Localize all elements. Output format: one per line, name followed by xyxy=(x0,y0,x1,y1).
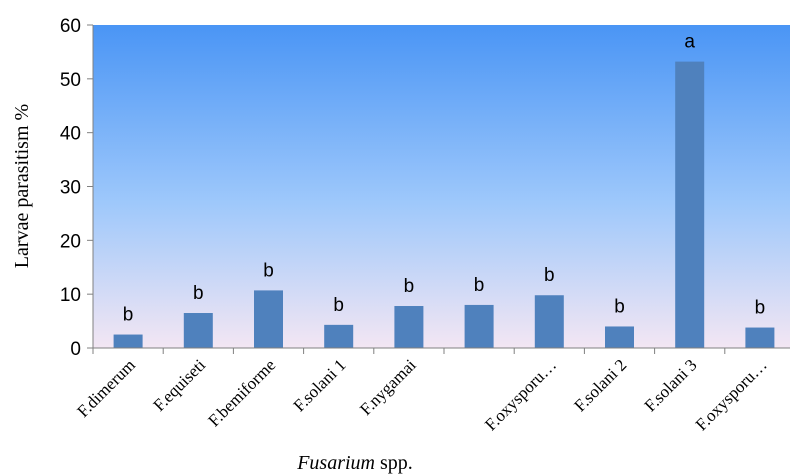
significance-labels: b b b b b b b b a b xyxy=(123,32,765,326)
x-tick-label-8: F.solani 3 xyxy=(641,355,701,415)
bar-3 xyxy=(324,324,354,348)
x-tick-label-0: F.dimerum xyxy=(73,355,139,421)
bar-5 xyxy=(464,304,494,348)
y-tick-label-1: 10 xyxy=(60,285,81,306)
significance-letter-2: b xyxy=(263,260,274,281)
significance-letter-7: b xyxy=(614,296,625,317)
bar-6 xyxy=(534,295,564,348)
y-axis-title: Larvae parasitism % xyxy=(11,104,33,268)
y-tick-label-5: 50 xyxy=(60,70,81,91)
bar-2 xyxy=(254,290,283,348)
significance-letter-4: b xyxy=(404,276,415,297)
bar-1 xyxy=(183,313,213,348)
significance-letter-8: a xyxy=(684,32,695,53)
bar-0 xyxy=(113,334,143,348)
significance-letter-6: b xyxy=(544,265,555,286)
x-axis-title: Fusarium spp. xyxy=(296,452,413,474)
significance-letter-0: b xyxy=(123,305,134,326)
y-tick-labels: 0 10 20 30 40 50 60 xyxy=(60,16,81,360)
y-tick-label-4: 40 xyxy=(60,124,81,145)
y-tick-label-0: 0 xyxy=(70,339,81,360)
x-axis-title-italic: Fusarium xyxy=(296,452,375,474)
axes-group xyxy=(87,24,790,354)
significance-letter-9: b xyxy=(755,298,766,319)
x-tick-label-4: F.nygamai xyxy=(356,355,420,419)
x-tick-label-1: F.equiseti xyxy=(150,355,210,415)
bar-4 xyxy=(394,306,424,348)
x-tick-label-7: F.solani 2 xyxy=(570,355,630,415)
significance-letter-5: b xyxy=(474,275,485,296)
bar-9 xyxy=(745,327,775,348)
y-tick-label-6: 60 xyxy=(60,16,81,37)
plot-area xyxy=(93,25,790,348)
significance-letter-1: b xyxy=(193,283,204,304)
bar-8 xyxy=(675,61,705,349)
x-tick-label-6: F.oxysporu… xyxy=(481,355,560,434)
y-tick-label-2: 20 xyxy=(60,231,81,252)
x-tick-label-2: F.bemiforme xyxy=(204,355,279,430)
bars-group xyxy=(113,61,775,349)
x-tick-label-9: F.oxysporu… xyxy=(692,355,771,434)
y-tick-label-3: 30 xyxy=(60,178,81,199)
x-tick-label-3: F.solani 1 xyxy=(290,355,350,415)
x-axis-title-rest: spp. xyxy=(375,452,413,474)
bar-7 xyxy=(605,326,634,348)
significance-letter-3: b xyxy=(333,295,344,316)
